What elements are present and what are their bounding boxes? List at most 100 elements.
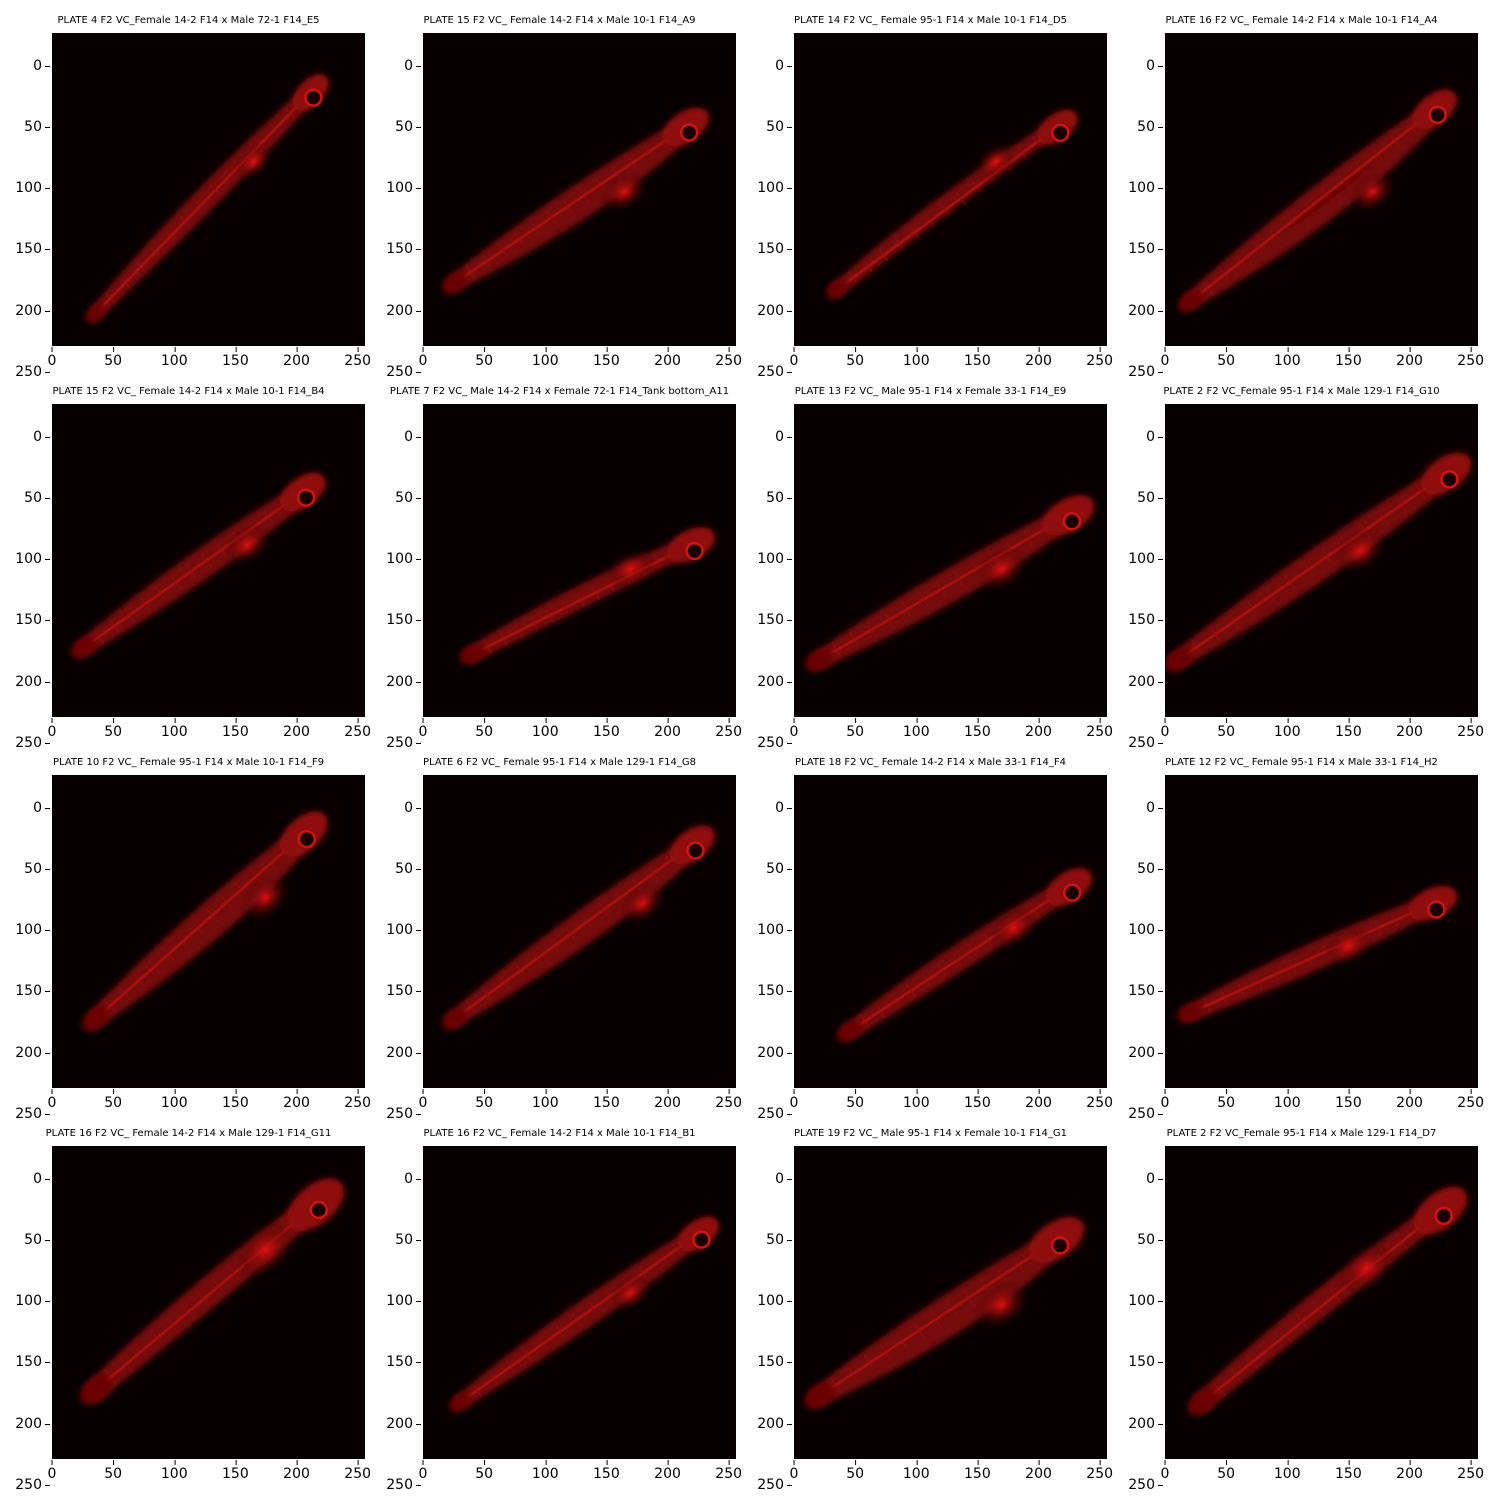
y-tick-label: 150 <box>15 612 50 629</box>
y-tick-label: 50 <box>395 861 421 878</box>
y-tick-label: 250 <box>15 1476 50 1493</box>
image-panel: PLATE 19 F2 VC_ Male 95-1 F14 x Female 1… <box>742 1127 1113 1498</box>
panel-title: PLATE 13 F2 VC_ Male 95-1 F14 x Female 3… <box>794 386 1067 397</box>
x-tick-label: 100 <box>531 347 559 369</box>
y-tick-label: 0 <box>1146 800 1163 816</box>
x-tick-label: 250 <box>1457 1089 1485 1111</box>
x-tick-label: 150 <box>1335 347 1362 369</box>
panel-title: PLATE 16 F2 VC_ Female 14-2 F14 x Male 1… <box>423 1128 696 1139</box>
x-tick-label: 250 <box>715 718 743 740</box>
y-tick-label: 250 <box>386 363 421 380</box>
x-tick-label: 150 <box>593 347 620 369</box>
x-tick-label: 100 <box>1273 1089 1301 1111</box>
y-tick-label: 200 <box>1128 302 1163 319</box>
y-axis-ticks: 0 50 100 150 200 250 <box>742 59 792 379</box>
x-tick-label: 200 <box>283 1460 310 1482</box>
fluorescence-image <box>805 495 1095 672</box>
x-tick-label: 50 <box>1217 1460 1236 1482</box>
image-axes <box>52 33 365 346</box>
y-tick-label: 0 <box>404 1171 421 1187</box>
y-tick-label: 100 <box>15 551 50 568</box>
y-tick-label: 250 <box>757 1476 792 1493</box>
x-tick-label: 200 <box>283 1089 310 1111</box>
image-panel: PLATE 18 F2 VC_ Female 14-2 F14 x Male 3… <box>742 756 1113 1127</box>
image-axes <box>423 404 736 717</box>
y-tick-label: 150 <box>1128 241 1163 258</box>
x-tick-label: 50 <box>104 1460 123 1482</box>
y-tick-label: 50 <box>395 119 421 136</box>
fish-specimen <box>70 472 326 659</box>
x-tick-label: 200 <box>1025 718 1052 740</box>
y-tick-label: 250 <box>15 734 50 751</box>
panel-title: PLATE 4 F2 VC_Female 14-2 F14 x Male 72-… <box>57 15 320 26</box>
x-tick-label: 0 <box>1160 1089 1170 1111</box>
y-tick-label: 150 <box>1128 612 1163 629</box>
y-tick-label: 50 <box>24 490 50 507</box>
fluorescence-image <box>804 1217 1085 1409</box>
image-panel: PLATE 4 F2 VC_Female 14-2 F14 x Male 72-… <box>0 14 371 385</box>
y-tick-label: 100 <box>386 180 421 197</box>
y-tick-label: 150 <box>757 1354 792 1371</box>
x-tick-label: 200 <box>654 1460 681 1482</box>
y-axis-ticks: 0 50 100 150 200 250 <box>742 430 792 750</box>
fluorescence-image <box>459 527 716 665</box>
x-tick-label: 250 <box>715 1460 743 1482</box>
x-tick-label: 100 <box>531 1460 559 1482</box>
x-tick-label: 200 <box>1396 347 1423 369</box>
x-axis-ticks: 0 50 100 150 200 250 <box>419 347 742 370</box>
y-tick-label: 150 <box>15 241 50 258</box>
y-tick-label: 250 <box>1128 363 1163 380</box>
y-tick-label: 50 <box>1137 1232 1163 1249</box>
y-tick-label: 100 <box>1128 922 1163 939</box>
x-tick-label: 0 <box>789 347 799 369</box>
x-tick-label: 150 <box>593 1089 620 1111</box>
y-tick-label: 250 <box>1128 1476 1163 1493</box>
x-tick-label: 150 <box>593 718 620 740</box>
y-tick-label: 150 <box>1128 1354 1163 1371</box>
x-tick-label: 0 <box>418 347 428 369</box>
y-tick-label: 50 <box>1137 861 1163 878</box>
fluorescence-image <box>82 811 328 1032</box>
y-tick-label: 150 <box>757 241 792 258</box>
x-axis-ticks: 0 50 100 150 200 250 <box>48 1089 371 1112</box>
y-tick-label: 150 <box>386 612 421 629</box>
y-axis-ticks: 0 50 100 150 200 250 <box>0 59 50 379</box>
y-tick-label: 150 <box>15 983 50 1000</box>
x-tick-label: 100 <box>160 718 188 740</box>
image-panel: PLATE 12 F2 VC_ Female 95-1 F14 x Male 3… <box>1113 756 1484 1127</box>
image-panel: PLATE 13 F2 VC_ Male 95-1 F14 x Female 3… <box>742 385 1113 756</box>
x-tick-label: 150 <box>222 1089 249 1111</box>
x-tick-label: 0 <box>789 718 799 740</box>
panel-title: PLATE 15 F2 VC_ Female 14-2 F14 x Male 1… <box>423 15 696 26</box>
y-tick-label: 200 <box>386 302 421 319</box>
x-tick-label: 50 <box>475 718 494 740</box>
y-tick-label: 50 <box>395 1232 421 1249</box>
fluorescence-image <box>441 825 715 1030</box>
y-tick-label: 0 <box>33 429 50 445</box>
y-tick-label: 200 <box>15 673 50 690</box>
y-tick-label: 150 <box>1128 983 1163 1000</box>
y-tick-label: 0 <box>775 58 792 74</box>
y-tick-label: 0 <box>404 800 421 816</box>
x-tick-label: 0 <box>789 1460 799 1482</box>
y-tick-label: 200 <box>757 1044 792 1061</box>
panel-title: PLATE 12 F2 VC_ Female 95-1 F14 x Male 3… <box>1165 757 1438 768</box>
y-tick-label: 50 <box>24 861 50 878</box>
y-tick-label: 150 <box>386 1354 421 1371</box>
fluorescence-image <box>441 107 709 294</box>
x-tick-label: 50 <box>475 1460 494 1482</box>
y-axis-ticks: 0 50 100 150 200 250 <box>742 1172 792 1493</box>
fluorescence-image <box>1187 1186 1468 1416</box>
y-tick-label: 100 <box>15 180 50 197</box>
x-axis-ticks: 0 50 100 150 200 250 <box>1161 718 1484 741</box>
image-panel: PLATE 10 F2 VC_ Female 95-1 F14 x Male 1… <box>0 756 371 1127</box>
x-tick-label: 50 <box>1217 1089 1236 1111</box>
y-tick-label: 250 <box>1128 734 1163 751</box>
x-tick-label: 150 <box>1335 718 1362 740</box>
x-tick-label: 250 <box>1086 718 1114 740</box>
y-tick-label: 250 <box>386 734 421 751</box>
x-tick-label: 250 <box>1086 1460 1114 1482</box>
x-tick-label: 0 <box>789 1089 799 1111</box>
y-tick-label: 100 <box>1128 1293 1163 1310</box>
